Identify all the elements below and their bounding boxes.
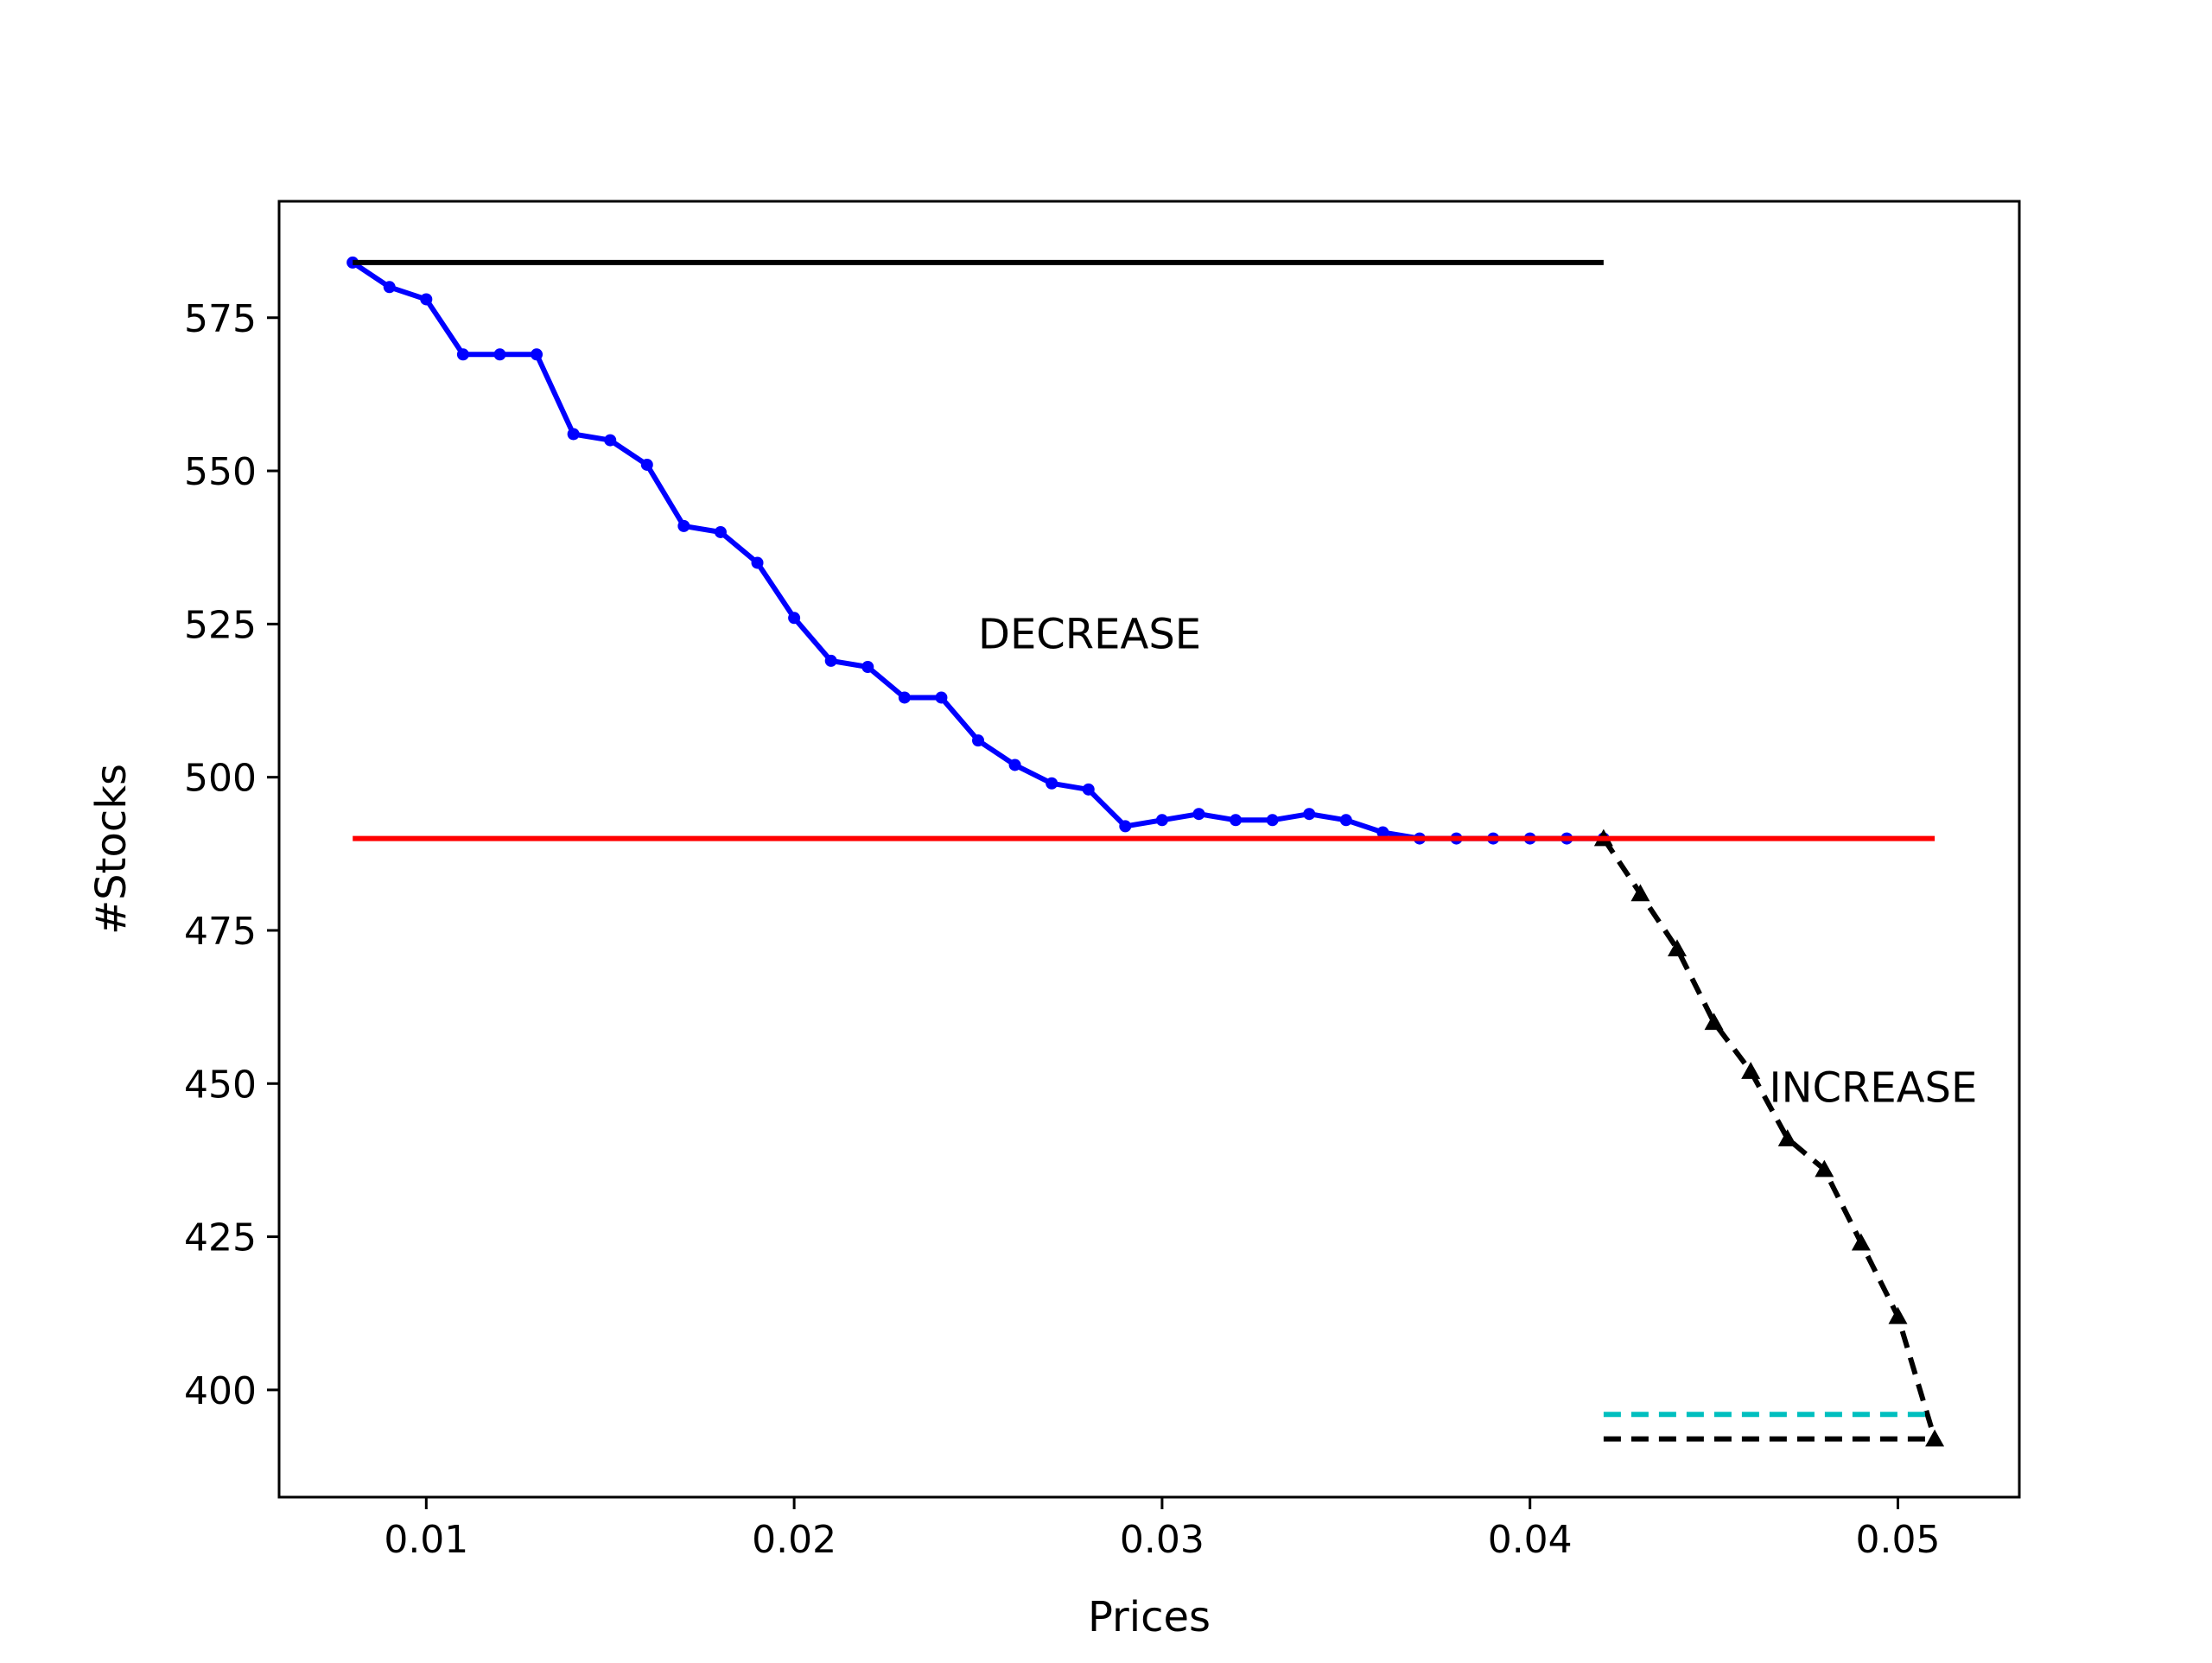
series-0-point — [531, 348, 543, 361]
series-0-point — [1339, 814, 1352, 827]
series-0-point — [1266, 814, 1279, 827]
series-1-point — [1704, 1012, 1724, 1031]
axes-frame — [277, 200, 2021, 1499]
series-0-point — [1230, 814, 1243, 827]
series-0-point — [788, 612, 801, 625]
x-tick-label: 0.04 — [1488, 1518, 1573, 1562]
series-1-point — [1741, 1062, 1761, 1079]
series-1-point — [1815, 1159, 1834, 1177]
axes: 0.01 0.02 0.03 0.04 0.05 400 425 450 475 500 525 55… — [184, 200, 2021, 1562]
series-0-point — [1192, 808, 1205, 821]
series-0-point — [420, 293, 433, 306]
plot-area: DECREASE INCREASE — [346, 256, 1977, 1447]
x-tick-label: 0.02 — [752, 1518, 836, 1562]
series-0-point — [1155, 814, 1168, 827]
series-0-point — [383, 281, 396, 294]
y-tick-label: 550 — [184, 450, 257, 494]
series-1-point — [1777, 1129, 1797, 1146]
series-0-point — [714, 525, 727, 538]
x-tick-label: 0.03 — [1120, 1518, 1205, 1562]
series-0-point — [567, 428, 580, 441]
series-0-point — [861, 661, 874, 674]
y-tick-label: 400 — [184, 1369, 257, 1413]
series-0-point — [640, 458, 653, 471]
series-0-point — [456, 348, 469, 361]
series-0-point — [751, 556, 764, 569]
series-0-point — [346, 256, 359, 269]
series-0-point — [935, 691, 948, 704]
series-0-point — [677, 519, 690, 532]
series-0-point — [898, 691, 911, 704]
series-1-point — [1630, 884, 1650, 902]
series-0-point — [1119, 820, 1132, 833]
series-0-point — [1376, 826, 1389, 839]
y-tick-label: 425 — [184, 1216, 257, 1260]
series-1-line — [1601, 836, 1937, 1440]
series-1-point — [1668, 939, 1688, 957]
series-0-point — [972, 734, 985, 747]
annotation-decrease: DECREASE — [978, 611, 1201, 659]
y-axis-label: #Stocks — [87, 764, 136, 935]
annotation-increase: INCREASE — [1769, 1064, 1977, 1113]
x-tick-label: 0.05 — [1856, 1518, 1941, 1562]
series-0-point — [493, 348, 506, 361]
y-tick-label: 500 — [184, 757, 257, 801]
series-1-point — [1925, 1429, 1945, 1447]
series-0-point — [604, 434, 617, 447]
series-1-point — [1888, 1306, 1908, 1324]
x-tick-label: 0.01 — [384, 1518, 468, 1562]
series-0-point — [1046, 777, 1058, 790]
series-0-point — [1008, 759, 1021, 771]
y-tick-label: 450 — [184, 1063, 257, 1107]
y-tick-label: 575 — [184, 297, 257, 341]
series-0-point — [1303, 808, 1316, 821]
series-1-point — [1851, 1233, 1871, 1251]
y-tick-label: 525 — [184, 603, 257, 647]
series-0-point — [1082, 783, 1095, 796]
y-tick-label: 475 — [184, 910, 257, 954]
series-0-point — [824, 654, 837, 667]
x-axis-label: Prices — [1088, 1593, 1211, 1641]
